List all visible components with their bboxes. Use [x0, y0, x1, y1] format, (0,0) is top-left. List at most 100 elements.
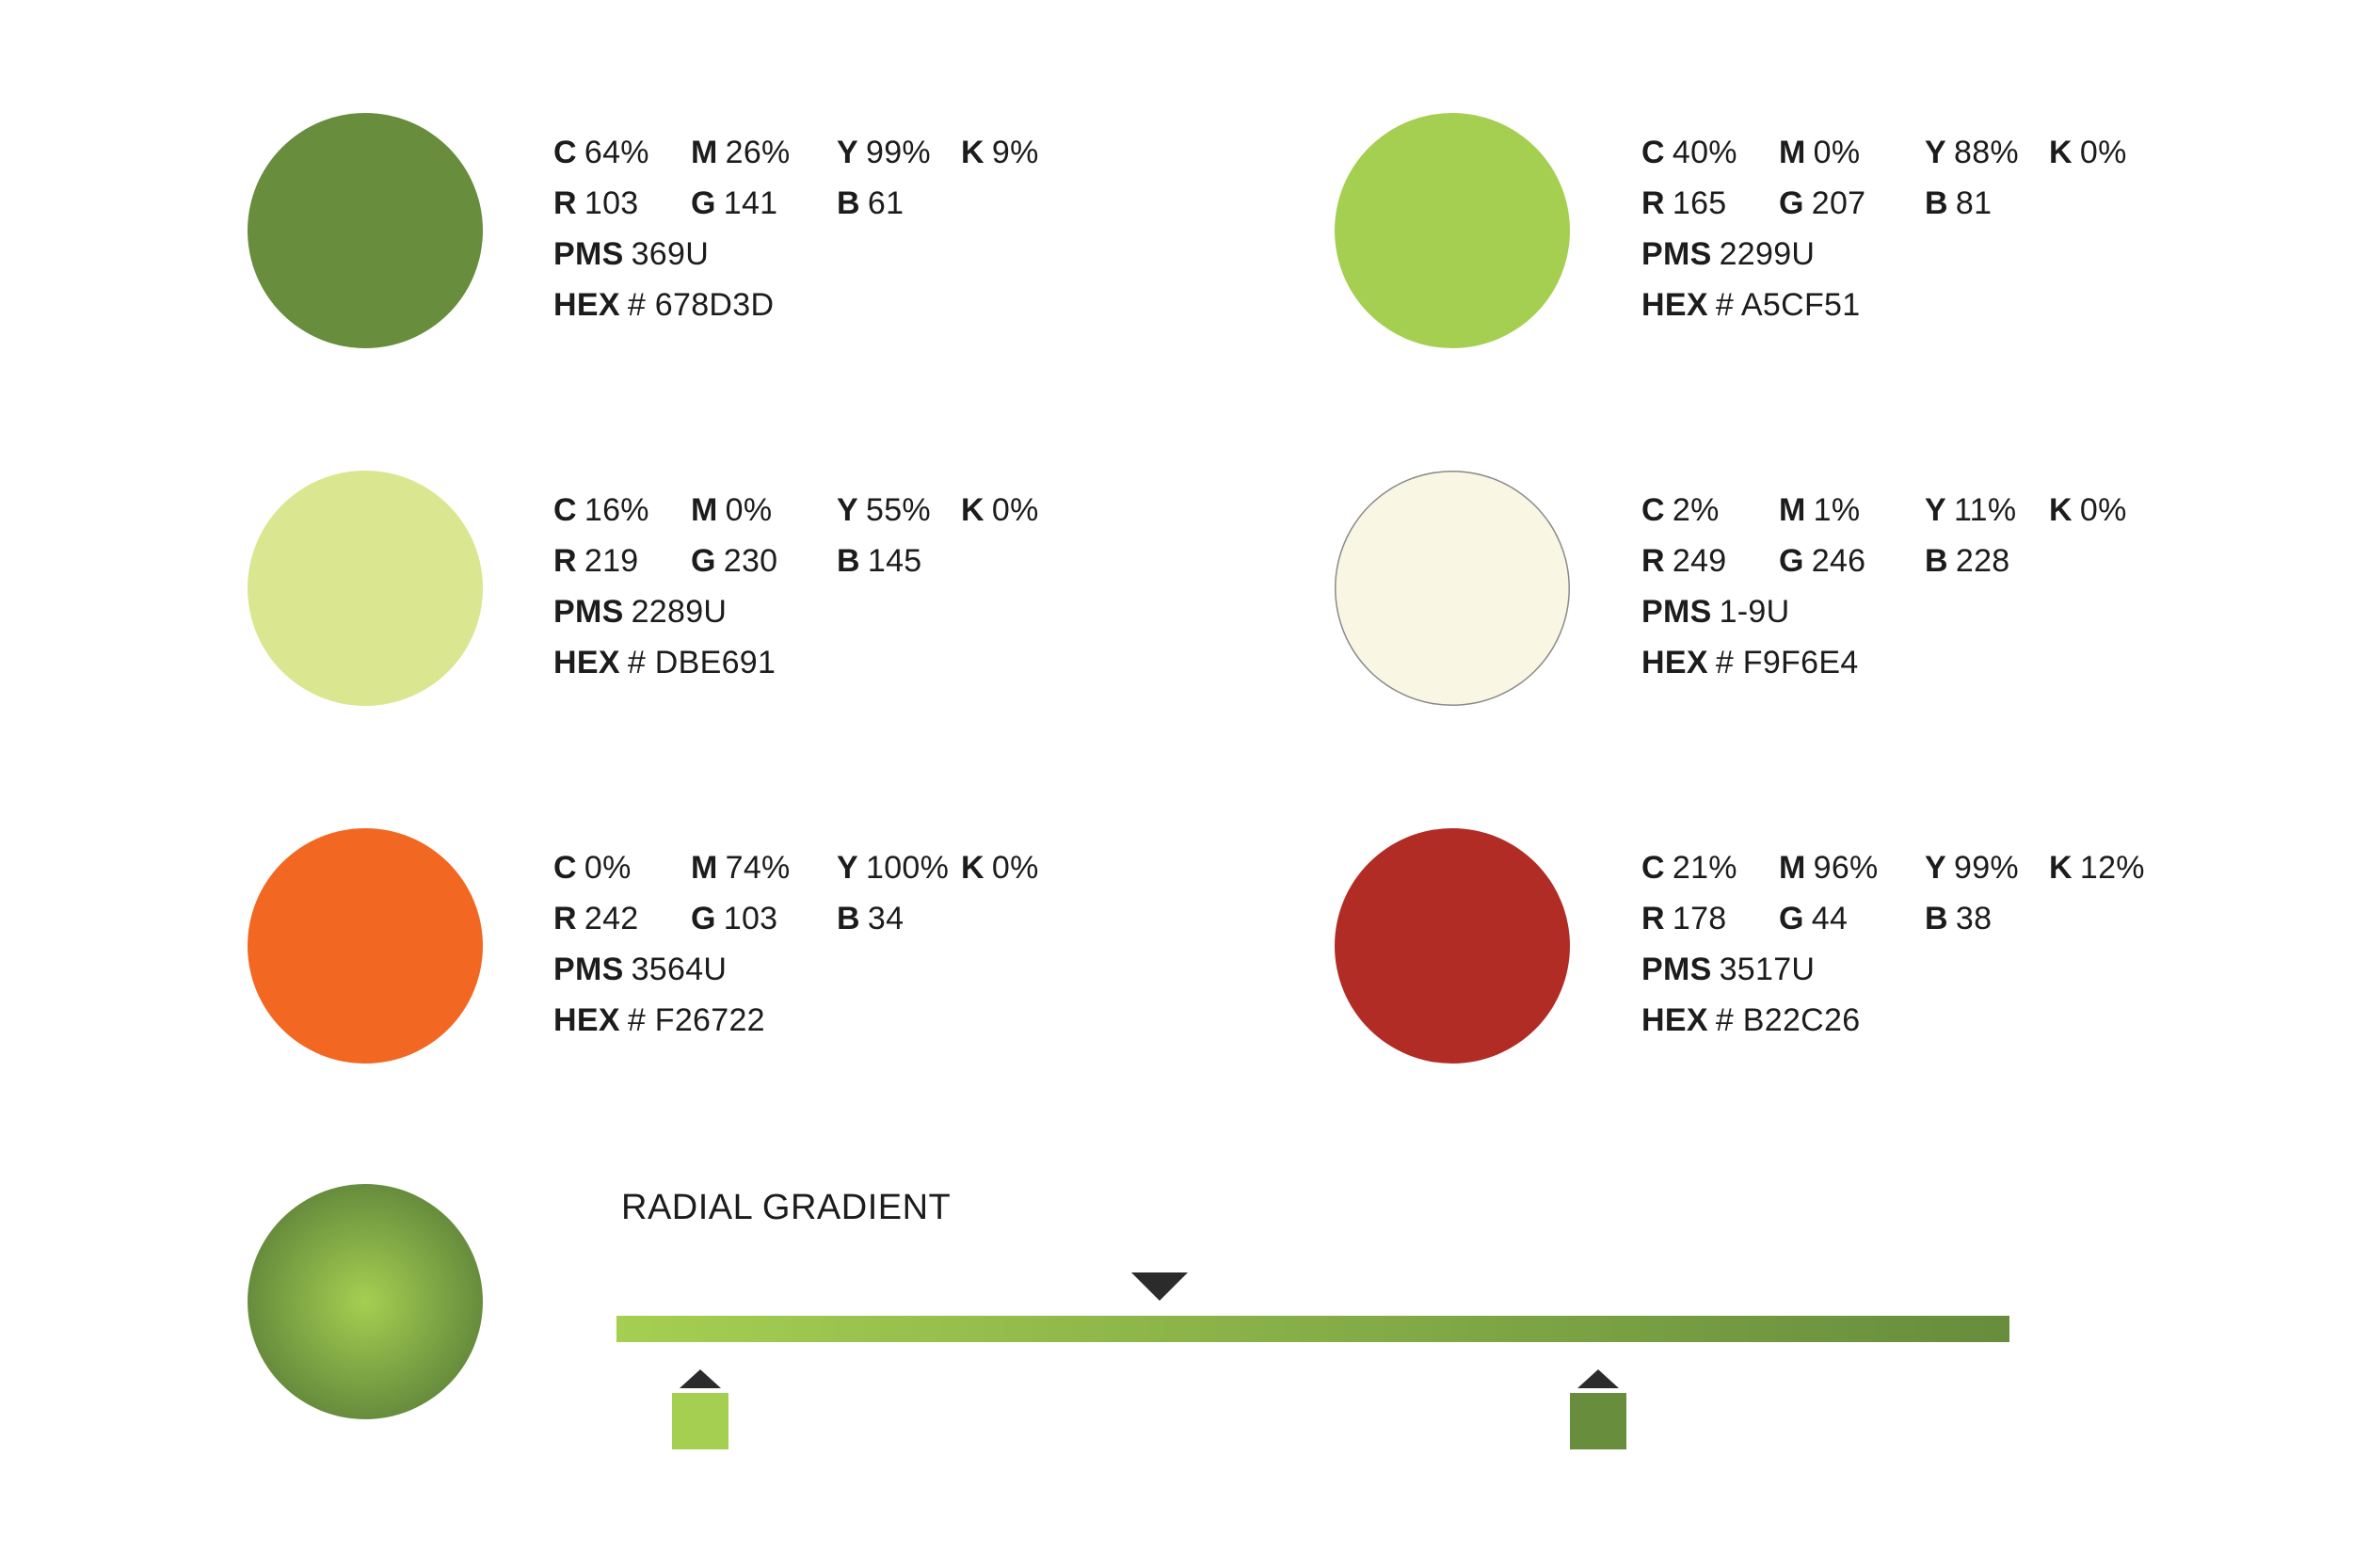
blue-value: 145 — [867, 543, 922, 579]
radial-gradient-title: RADIAL GRADIENT — [621, 1188, 952, 1227]
swatch-circle-olive-green — [248, 113, 483, 348]
blue-value: 38 — [1955, 901, 1993, 936]
green-value: 230 — [723, 543, 778, 579]
swatch-spec-4: C 0% M 74% Y 100% K 0% R 242 G 103 B 34 PMS 3564… — [553, 850, 1137, 1076]
yellow-value: 99% — [865, 135, 931, 170]
red-label: R — [553, 185, 577, 221]
cyan-label: C — [1641, 135, 1665, 170]
red-value: 178 — [1672, 901, 1727, 936]
swatch-circle-red — [1335, 828, 1570, 1064]
green-label: G — [1779, 185, 1804, 221]
hex-label: HEX — [553, 287, 620, 323]
green-label: G — [1779, 901, 1804, 936]
green-value: 103 — [723, 901, 778, 936]
gradient-stop-end-marker[interactable] — [1577, 1369, 1620, 1388]
pms-value: 1-9U — [1719, 594, 1790, 630]
yellow-label: Y — [837, 850, 858, 886]
black-value: 0% — [991, 850, 1039, 886]
red-label: R — [1641, 185, 1665, 221]
red-value: 242 — [584, 901, 639, 936]
gradient-stop-start-color[interactable] — [671, 1393, 728, 1449]
magenta-value: 1% — [1813, 492, 1861, 528]
gradient-bar[interactable] — [616, 1316, 2009, 1342]
hex-prefix: # — [1715, 287, 1735, 323]
red-label: R — [1641, 901, 1665, 936]
blue-value: 34 — [867, 901, 904, 936]
green-value: 246 — [1811, 543, 1866, 579]
pms-value: 2299U — [1719, 236, 1816, 272]
cyan-label: C — [553, 135, 577, 170]
hex-prefix: # — [627, 645, 647, 680]
swatch-spec-1: C 40% M 0% Y 88% K 0% R 165 G 207 B 81 PMS 2299U… — [1641, 135, 2225, 360]
blue-label: B — [837, 901, 860, 936]
hex-prefix: # — [627, 1002, 647, 1038]
cyan-value: 40% — [1672, 135, 1737, 170]
blue-label: B — [1925, 185, 1948, 221]
red-label: R — [553, 543, 577, 579]
cyan-label: C — [553, 850, 577, 886]
pms-label: PMS — [553, 594, 624, 630]
cyan-label: C — [1641, 850, 1665, 886]
blue-label: B — [837, 185, 860, 221]
red-label: R — [553, 901, 577, 936]
yellow-value: 88% — [1953, 135, 2019, 170]
hex-label: HEX — [1641, 1002, 1708, 1038]
hex-prefix: # — [1715, 645, 1735, 680]
blue-label: B — [1925, 543, 1948, 579]
swatch-circle-cream — [1335, 471, 1570, 706]
black-value: 12% — [2079, 850, 2145, 886]
green-label: G — [691, 901, 716, 936]
red-label: R — [1641, 543, 1665, 579]
magenta-value: 26% — [725, 135, 791, 170]
yellow-label: Y — [837, 135, 858, 170]
gradient-midpoint-marker[interactable] — [1131, 1272, 1189, 1301]
pms-label: PMS — [1641, 952, 1712, 987]
magenta-value: 74% — [725, 850, 791, 886]
hex-label: HEX — [553, 645, 620, 680]
hex-value: A5CF51 — [1740, 287, 1861, 323]
gradient-stop-start-marker[interactable] — [679, 1369, 721, 1388]
black-label: K — [961, 850, 984, 886]
swatch-spec-3: C 2% M 1% Y 11% K 0% R 249 G 246 B 228 PMS 1-9U … — [1641, 492, 2225, 718]
hex-value: B22C26 — [1742, 1002, 1861, 1038]
swatch-circle-lime-green — [1335, 113, 1570, 348]
hex-prefix: # — [627, 287, 647, 323]
red-value: 219 — [584, 543, 639, 579]
cyan-value: 21% — [1672, 850, 1737, 886]
green-value: 44 — [1811, 901, 1849, 936]
yellow-value: 55% — [865, 492, 931, 528]
red-value: 249 — [1672, 543, 1727, 579]
hex-label: HEX — [1641, 645, 1708, 680]
green-label: G — [1779, 543, 1804, 579]
radial-gradient-circle — [248, 1184, 483, 1419]
magenta-value: 0% — [1813, 135, 1861, 170]
yellow-label: Y — [837, 492, 858, 528]
yellow-value: 11% — [1953, 492, 2017, 528]
green-value: 207 — [1811, 185, 1866, 221]
hex-label: HEX — [553, 1002, 620, 1038]
green-value: 141 — [723, 185, 778, 221]
black-label: K — [2049, 135, 2073, 170]
red-value: 165 — [1672, 185, 1727, 221]
black-label: K — [961, 135, 984, 170]
blue-value: 61 — [867, 185, 904, 221]
hex-prefix: # — [1715, 1002, 1735, 1038]
yellow-label: Y — [1925, 135, 1946, 170]
red-value: 103 — [584, 185, 639, 221]
cyan-value: 0% — [584, 850, 632, 886]
cyan-value: 16% — [584, 492, 649, 528]
pms-label: PMS — [1641, 594, 1712, 630]
yellow-value: 99% — [1953, 850, 2019, 886]
magenta-label: M — [1779, 492, 1806, 528]
magenta-label: M — [691, 492, 718, 528]
blue-value: 81 — [1955, 185, 1993, 221]
magenta-value: 96% — [1813, 850, 1879, 886]
green-label: G — [691, 185, 716, 221]
black-value: 9% — [991, 135, 1039, 170]
hex-label: HEX — [1641, 287, 1708, 323]
black-label: K — [961, 492, 984, 528]
pms-label: PMS — [553, 236, 624, 272]
pms-label: PMS — [553, 952, 624, 987]
gradient-stop-end-color[interactable] — [1570, 1393, 1627, 1449]
blue-label: B — [837, 543, 860, 579]
